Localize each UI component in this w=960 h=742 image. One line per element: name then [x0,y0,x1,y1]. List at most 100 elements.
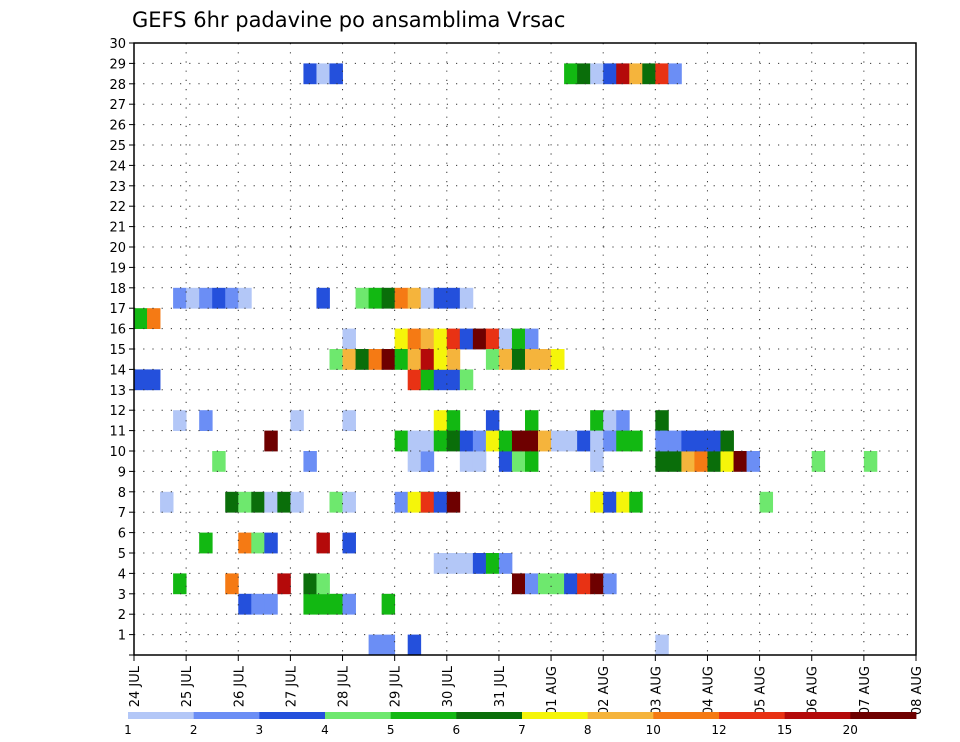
legend-swatch [850,712,917,719]
heatmap-cell [420,287,435,309]
heatmap-cell [472,553,487,574]
heatmap-cell [147,308,161,329]
heatmap-cell [420,349,435,370]
y-tick-label: 9 [118,465,126,480]
heatmap-cell [446,410,461,431]
y-tick-label: 12 [109,404,126,419]
heatmap-cell [186,287,200,309]
heatmap-cell [446,491,461,513]
legend-label: 15 [777,723,792,737]
heatmap-cell [668,451,682,472]
heatmap-cell [433,553,448,574]
heatmap-cell [655,634,669,656]
legend-label: 10 [646,723,661,737]
y-tick-label: 15 [109,343,126,358]
y-tick-label: 27 [109,98,126,113]
heatmap-cell [498,430,513,452]
y-tick-label: 13 [109,384,126,399]
heatmap-cell [525,328,539,350]
heatmap-cell [420,430,435,452]
heatmap-cell [342,491,356,513]
heatmap-cell [420,451,435,472]
heatmap-cell [511,430,526,452]
y-tick-label: 28 [109,78,126,93]
heatmap-cell [590,63,604,85]
x-tick-label: 28 JUL [337,665,352,707]
heatmap-cell [329,491,343,513]
heatmap-cell [225,287,239,309]
heatmap-cell [485,410,500,431]
x-tick-label: 05 AUG [754,666,769,715]
heatmap-cell [394,491,409,513]
heatmap-cell [407,430,422,452]
heatmap-cell [511,451,526,472]
heatmap-cell [420,369,435,391]
y-tick-label: 22 [109,200,126,215]
y-tick-label: 7 [118,506,126,521]
heatmap-cell [368,349,383,370]
y-tick-label: 26 [109,119,126,134]
legend-swatch [325,712,392,719]
legend-label: 12 [711,723,726,737]
y-tick-label: 6 [118,527,126,542]
heatmap-cell [538,573,552,595]
heatmap-cell [368,287,383,309]
heatmap-cell [316,63,330,85]
heatmap-cell [238,532,252,554]
heatmap-cell [655,451,669,472]
x-tick-label: 08 AUG [910,666,925,715]
heatmap-cell [525,451,539,472]
heatmap-cell [472,451,487,472]
heatmap-cell [590,573,604,595]
y-tick-labels: 1234567891011121314151617181920212223242… [109,37,126,644]
heatmap-cell [485,430,500,452]
y-tick-label: 21 [109,221,126,236]
heatmap-cell [407,369,422,391]
heatmap-cell [407,287,422,309]
legend-label: 4 [321,723,329,737]
heatmap-cell [264,593,278,615]
heatmap-cell [407,491,422,513]
heatmap-cell [498,451,513,472]
x-tick-label: 03 AUG [649,666,664,715]
heatmap-cell [733,451,747,472]
heatmap-cell [694,430,708,452]
heatmap-cell [329,593,343,615]
axes [129,42,917,661]
heatmap-cell [590,451,604,472]
heatmap-cell [446,369,461,391]
y-tick-label: 5 [118,547,126,562]
heatmap-cell [446,287,461,309]
heatmap-cell [394,328,409,350]
legend-swatch [784,712,851,719]
heatmap-cell [459,328,474,350]
heatmap-cell [264,430,278,452]
heatmap-cell [433,287,448,309]
legend-label: 2 [190,723,198,737]
heatmap-cell [433,349,448,370]
heatmap-cell [511,349,526,370]
legend-swatch [587,712,654,719]
heatmap-cell [433,328,448,350]
heatmap-cell [720,451,734,472]
heatmap-cell [525,430,539,452]
heatmap-cell [342,593,356,615]
heatmap-cell [498,553,513,574]
heatmap-cell [720,430,734,452]
heatmap-cell [446,553,461,574]
heatmap-cell [655,430,669,452]
color-legend: 1 2 3 4 5 6 7 8 10 12 15 20 [124,712,917,737]
heatmap-cell [290,410,304,431]
heatmap-cell [551,349,565,370]
heatmap-cell [277,573,291,595]
heatmap-cell [746,451,760,472]
y-tick-label: 29 [109,57,126,72]
y-tick-label: 11 [109,425,126,440]
heatmap-cell [577,63,591,85]
heatmap-cell [511,328,526,350]
heatmap-cell [342,532,356,554]
legend-label: 3 [255,723,263,737]
x-tick-labels: 24 JUL 25 JUL 26 JUL 27 JUL 28 JUL 29 JUL 30 J… [128,665,925,715]
heatmap-cell [472,430,487,452]
